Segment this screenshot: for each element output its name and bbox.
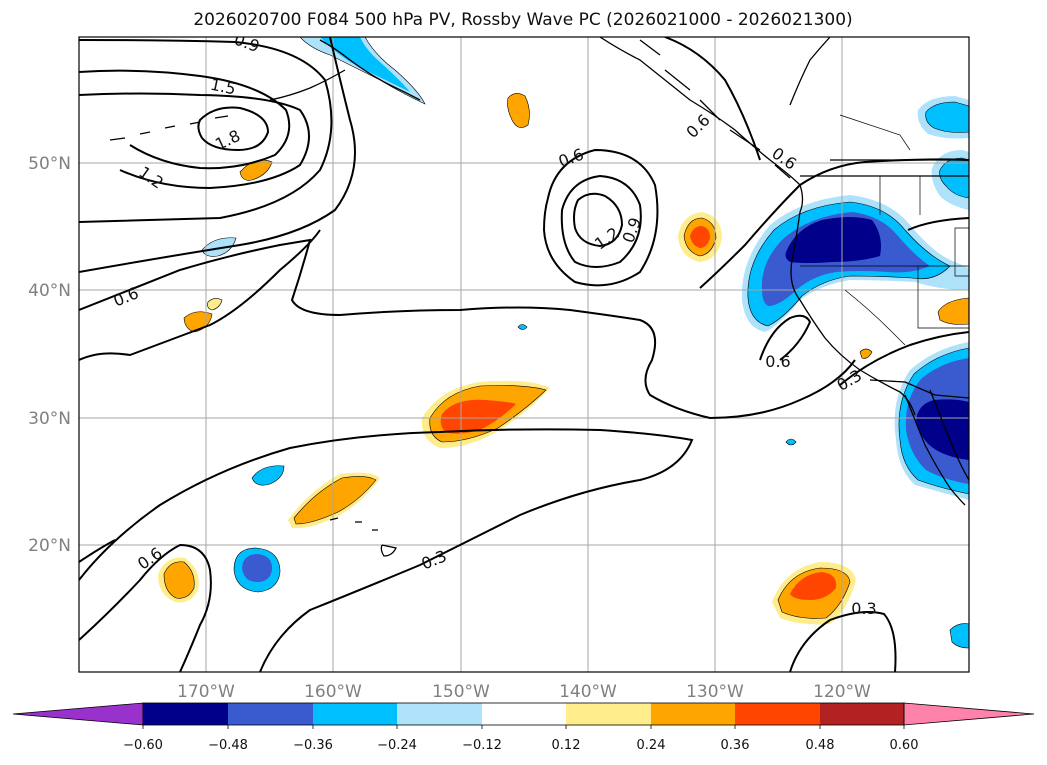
contour-1p2 [79,92,310,190]
colorbar-tick-label: 0.48 [806,738,835,753]
neg-anomaly-mexico-core [916,399,969,460]
baja-california [904,394,966,506]
colorbar-tick-label: 0.12 [552,738,581,753]
contour-1p5 [79,69,291,170]
colorbar-tick-label: −0.12 [462,738,502,753]
colorbar-swatch [651,703,735,725]
map-title: 2026020700 F084 500 hPa PV, Rossby Wave … [193,10,852,30]
hawaii-islands [329,517,397,557]
lon-label: 160°W [304,682,362,702]
contour-0p6-inner [759,314,812,361]
neg-anomaly-ne-corner-core [925,101,969,133]
pos-anomaly-small-1 [507,93,530,128]
contour-0p6-sw-left [79,539,116,563]
lat-label: 20°N [28,536,71,556]
lon-label: 140°W [559,682,617,702]
contour-1p8 [197,106,270,152]
contour-0p3-south [79,428,694,672]
colorbar-swatch [313,703,397,725]
contour-0p3-east [839,331,969,386]
contour-0p6-upper [79,37,356,273]
longitude-labels: 170°W 160°W 150°W 140°W 130°W 120°W [177,682,871,702]
contour-0p6-north [79,238,856,420]
contour-0p9-high [560,174,642,268]
lon-label: 120°W [813,682,871,702]
contour-1p2-high [573,192,624,248]
bc-islands [639,39,791,179]
colorbar-tick-label: 0.36 [721,738,750,753]
pos-anomaly-hawaii [293,476,377,525]
colorbar-frame [142,702,905,726]
neg-anomaly-alaska-core [320,37,410,92]
pos-anomaly-small-4 [207,298,223,311]
east-coast-line [789,37,831,106]
pv-contours [79,37,969,672]
colorbar-swatch [566,703,651,725]
lon-label: 170°W [177,682,235,702]
mexico-border [869,379,969,399]
colorbar-tick-label: 0.24 [637,738,666,753]
colorbar-tick-label: −0.48 [208,738,248,753]
pos-anomaly-offshore-core [690,226,710,248]
lon-label: 130°W [686,682,744,702]
pos-anomaly-east-edge [937,297,969,325]
contour-label: 0.3 [851,599,876,618]
colorbar-tick-label: 0.60 [890,738,919,753]
lat-label: 40°N [28,281,71,301]
alaska-coast [319,39,421,101]
neg-anomaly-west-us-core [785,217,881,263]
lat-label: 30°N [28,409,71,429]
contour-0p6-top [664,37,761,161]
pos-anomaly-se-core [790,572,837,600]
neg-anomaly-small-1 [201,237,237,257]
colorbar-extend-max [903,702,1035,726]
contour-label: 0.6 [765,352,790,371]
contour-0p6-west [79,229,321,361]
us-state-borders [800,114,969,346]
contour-0p3-se [789,611,897,672]
map-frame [78,36,970,673]
contour-0p6-coast [699,158,969,289]
latitude-labels: 50°N 40°N 30°N 20°N [28,154,71,556]
neg-anomaly-hawaii-small [251,465,285,486]
pos-anomaly-sw [163,561,195,599]
colorbar-swatch [143,703,228,725]
colorbar-swatch [228,703,313,725]
neg-anomaly-tiny-3 [949,623,969,649]
contour-0p6-high [542,148,659,287]
colorbar-swatch [482,703,566,725]
colorbar: −0.60 −0.48 −0.36 −0.24 −0.12 0.12 0.24 … [12,702,1035,753]
colorbar-swatch [397,703,482,725]
contour-label: 1.5 [209,75,238,99]
us-west-coast [790,211,916,416]
contour-0p9-nw [79,39,333,223]
neg-anomaly-tiny-2 [785,438,797,446]
contour-0p6-sw [79,543,212,672]
neg-anomaly-tiny-1 [517,324,528,330]
colorbar-tick-label: −0.24 [377,738,417,753]
pos-anomaly-central-core [440,399,516,434]
colorbar-tick-label: −0.36 [293,738,333,753]
pos-anomaly-tiny-1 [859,348,873,359]
alaska-peninsula [269,69,346,101]
contour-0p6-ne [907,217,969,231]
colorbar-tick-marks [142,725,905,729]
lon-label: 150°W [432,682,490,702]
aleutians [109,115,229,141]
colorbar-swatch [820,703,904,725]
colorbar-swatch [735,703,820,725]
neg-anomaly-sw-core [242,554,273,582]
map-panel: 0.9 1.5 1.8 1.2 0.6 0.6 1.2 0.9 0.6 0.6 … [28,36,970,702]
colorbar-extend-min [12,702,144,726]
colorbar-tick-label: −0.60 [123,738,163,753]
gulf-california [929,389,969,481]
lat-label: 50°N [28,154,71,174]
